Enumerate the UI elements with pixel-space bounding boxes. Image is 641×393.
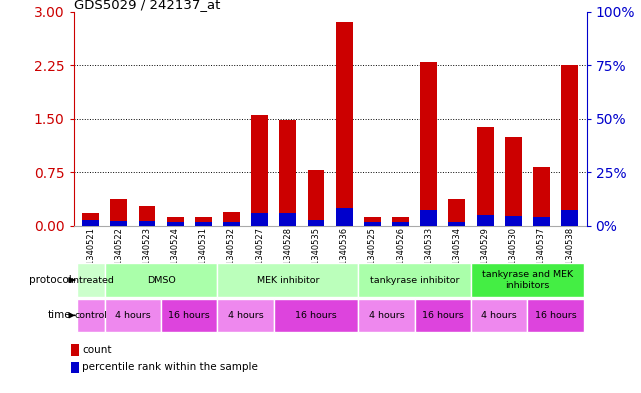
Bar [358,299,415,332]
Bar [279,213,296,226]
Text: GDS5029 / 242137_at: GDS5029 / 242137_at [74,0,220,11]
Bar [336,208,353,226]
Bar [82,220,99,226]
Text: 16 hours: 16 hours [535,311,576,320]
Text: MEK inhibitor: MEK inhibitor [256,275,319,285]
Text: percentile rank within the sample: percentile rank within the sample [82,362,258,373]
Bar [477,127,494,226]
Bar [505,137,522,226]
Bar [420,62,437,226]
Bar [449,222,465,226]
Bar [110,221,128,226]
Bar [561,210,578,226]
Bar [223,212,240,226]
Bar [138,221,155,226]
Bar [104,263,217,297]
Bar [167,217,183,226]
Bar [415,299,471,332]
Text: DMSO: DMSO [147,275,176,285]
Bar [392,217,409,226]
Bar [76,299,104,332]
Text: 4 hours: 4 hours [115,311,151,320]
Bar [392,222,409,226]
Bar [161,299,217,332]
Bar [251,115,268,226]
Bar [364,222,381,226]
Bar [71,344,79,356]
Bar [71,362,79,373]
Bar [471,263,584,297]
Bar [308,220,324,226]
Bar [364,217,381,226]
Bar [217,263,358,297]
Bar [449,199,465,226]
Bar [251,213,268,226]
Text: 16 hours: 16 hours [169,311,210,320]
Bar [471,299,528,332]
Text: protocol: protocol [29,275,71,285]
Bar [138,206,155,226]
Bar [104,299,161,332]
Bar [195,217,212,226]
Text: tankyrase inhibitor: tankyrase inhibitor [370,275,460,285]
Text: control: control [74,311,107,320]
Text: time: time [48,310,71,320]
Bar [336,22,353,226]
Bar [420,209,437,226]
Bar [82,213,99,226]
Text: untreated: untreated [67,275,114,285]
Bar [195,222,212,226]
Text: 4 hours: 4 hours [481,311,517,320]
Bar [308,170,324,226]
Bar [561,65,578,226]
Text: 4 hours: 4 hours [369,311,404,320]
Bar [110,199,128,226]
Bar [505,216,522,226]
Bar [533,167,550,226]
Bar [477,215,494,226]
Text: tankyrase and MEK
inhibitors: tankyrase and MEK inhibitors [482,270,573,290]
Bar [167,222,183,226]
Bar [76,263,104,297]
Text: 4 hours: 4 hours [228,311,263,320]
Text: 16 hours: 16 hours [422,311,463,320]
Text: count: count [82,345,112,355]
Bar [223,222,240,226]
Bar [528,299,584,332]
Bar [279,120,296,226]
Bar [274,299,358,332]
Bar [217,299,274,332]
Bar [533,217,550,226]
Bar [358,263,471,297]
Text: 16 hours: 16 hours [295,311,337,320]
